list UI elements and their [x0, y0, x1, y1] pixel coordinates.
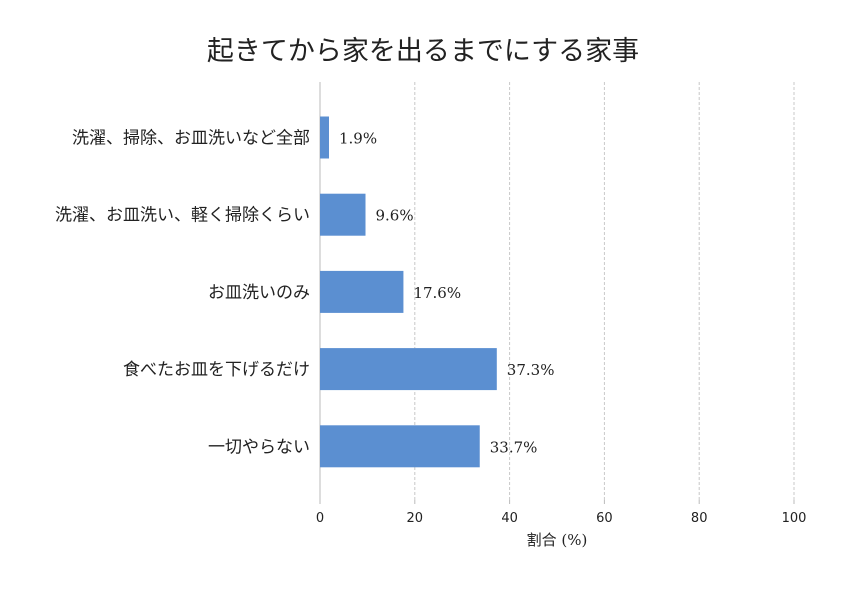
value-labels: 1.9% 9.6% 17.6% 37.3% 33.7%: [339, 130, 554, 457]
value-label: 33.7%: [490, 438, 538, 456]
category-label: 洗濯、掃除、お皿洗いなど全部: [72, 129, 310, 149]
bar: [320, 348, 497, 391]
x-tick-label: 80: [691, 511, 708, 526]
x-tick-label: 60: [596, 511, 613, 526]
value-label: 37.3%: [507, 361, 555, 379]
x-tick-label: 100: [782, 511, 807, 526]
x-axis-label: 割合 (%): [527, 531, 588, 549]
chart-title: 起きてから家を出るまでにする家事: [207, 36, 639, 67]
bar: [320, 116, 330, 159]
category-label: 洗濯、お皿洗い、軽く掃除くらい: [55, 206, 310, 226]
x-tick-label: 20: [407, 511, 424, 526]
x-tick-label: 40: [501, 511, 518, 526]
x-axis-ticks: 0 20 40 60 80 100: [316, 500, 807, 526]
category-label: 食べたお皿を下げるだけ: [123, 360, 310, 380]
value-label: 17.6%: [413, 284, 461, 302]
bar: [320, 425, 480, 468]
category-label: お皿洗いのみ: [208, 283, 310, 303]
bar: [320, 193, 366, 236]
value-label: 9.6%: [376, 207, 414, 225]
bars: [320, 116, 497, 468]
x-tick-label: 0: [316, 511, 324, 526]
category-labels: 洗濯、掃除、お皿洗いなど全部洗濯、お皿洗い、軽く掃除くらいお皿洗いのみ食べたお皿…: [55, 129, 310, 458]
bar: [320, 270, 404, 313]
value-label: 1.9%: [339, 130, 377, 148]
category-label: 一切やらない: [208, 437, 310, 457]
